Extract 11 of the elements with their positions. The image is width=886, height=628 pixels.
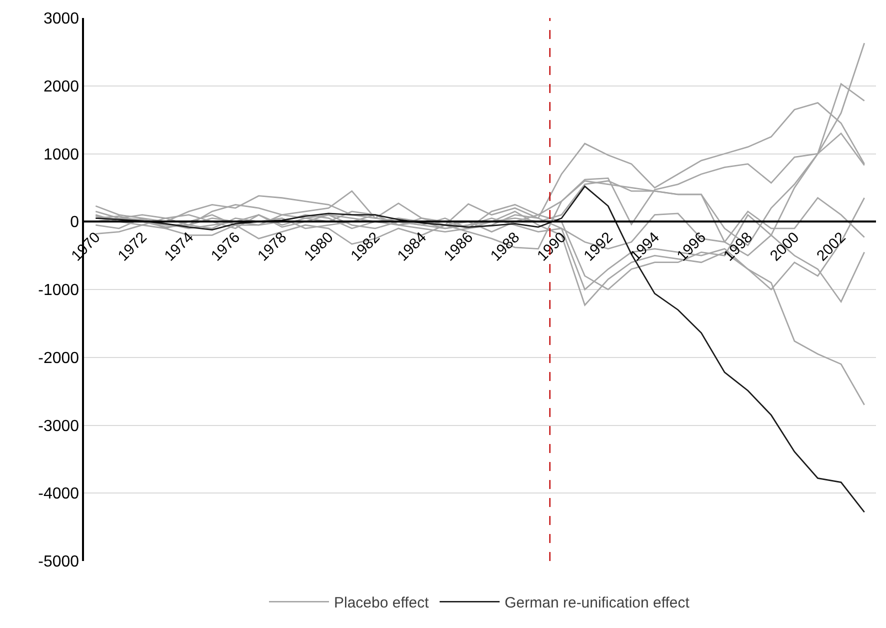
y-tick-label: -1000 — [38, 282, 80, 300]
y-tick-label: -5000 — [38, 554, 80, 571]
y-tick-label: 3000 — [43, 10, 80, 28]
y-tick-label: -3000 — [38, 418, 80, 435]
legend-label: German re-unification effect — [504, 594, 690, 612]
legend-label: Placebo effect — [334, 594, 430, 612]
y-tick-label: -2000 — [38, 350, 80, 367]
y-tick-label: 2000 — [43, 78, 80, 96]
y-tick-label: 0 — [70, 214, 80, 232]
y-tick-label: 1000 — [43, 146, 80, 164]
y-tick-label: -4000 — [38, 486, 80, 503]
